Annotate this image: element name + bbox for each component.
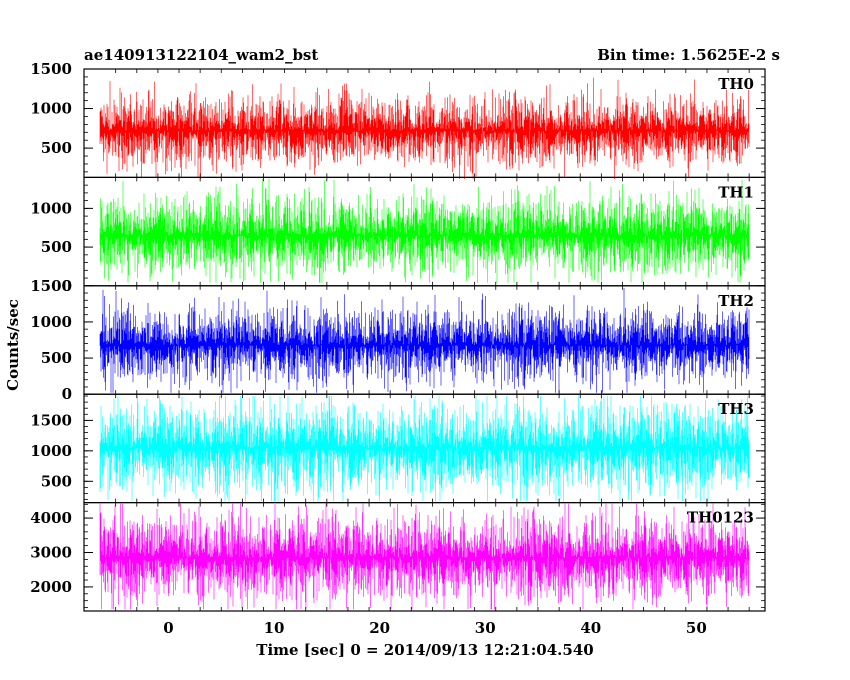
- y-tick-label: 1000: [30, 442, 72, 460]
- x-tick-label: 20: [369, 619, 390, 637]
- panel-th2: 0 500 1000 1500 TH2: [30, 277, 766, 403]
- y-tick-label: 0: [62, 385, 72, 403]
- y-tick-label: 1500: [30, 277, 72, 295]
- y-tick-label: 1000: [30, 199, 72, 217]
- series-th0: [99, 77, 750, 179]
- y-tick-label: 1500: [30, 411, 72, 429]
- panels-group: 50010001500TH005001000TH1050010001500TH2…: [30, 60, 766, 637]
- x-tick-label: 0: [163, 619, 173, 637]
- panel-label-th0123: TH0123: [687, 509, 754, 527]
- y-tick-label: 500: [41, 472, 72, 490]
- y-tick-label: 0: [62, 277, 72, 295]
- y-tick-label: 500: [41, 139, 72, 157]
- y-tick-label: 3000: [30, 543, 72, 561]
- series-th1: [99, 178, 750, 283]
- panel-label-th2: TH2: [718, 292, 754, 310]
- y-tick-label: 1000: [30, 100, 72, 118]
- panel-label-th1: TH1: [718, 183, 754, 201]
- bin-time-label: Bin time: 1.5625E-2 s: [597, 46, 780, 64]
- y-tick-label: 500: [41, 349, 72, 367]
- x-tick-label: 10: [264, 619, 285, 637]
- panel-th0123: 2000 3000 4000 TH0123: [30, 502, 766, 612]
- y-tick-label: 1000: [30, 313, 72, 331]
- panel-frame: [83, 502, 766, 612]
- panel-label-th3: TH3: [718, 400, 754, 418]
- chart-title: ae140913122104_wam2_bst: [84, 46, 318, 64]
- y-tick-label: 4000: [30, 509, 72, 527]
- series-th2: [99, 287, 750, 393]
- y-axis-label: Counts/sec: [4, 299, 22, 391]
- x-tick-label: 50: [686, 619, 707, 637]
- x-tick-label: 30: [475, 619, 496, 637]
- y-tick-label: 500: [41, 238, 72, 256]
- x-axis-label: Time [sec] 0 = 2014/09/13 12:21:04.540: [256, 641, 593, 659]
- x-tick-label: 40: [580, 619, 601, 637]
- panel-label-th0: TH0: [718, 75, 754, 93]
- panel-th1: 0 500 1000 TH1: [30, 176, 766, 295]
- panel-th3: 500 1000 1500 TH3: [30, 393, 766, 504]
- y-tick-label: 1500: [30, 60, 72, 78]
- series-th3: [99, 396, 750, 502]
- panel-th0: 500 1000 1500 TH0: [30, 60, 766, 179]
- y-tick-label: 2000: [30, 578, 72, 596]
- series-th0123: [99, 503, 750, 610]
